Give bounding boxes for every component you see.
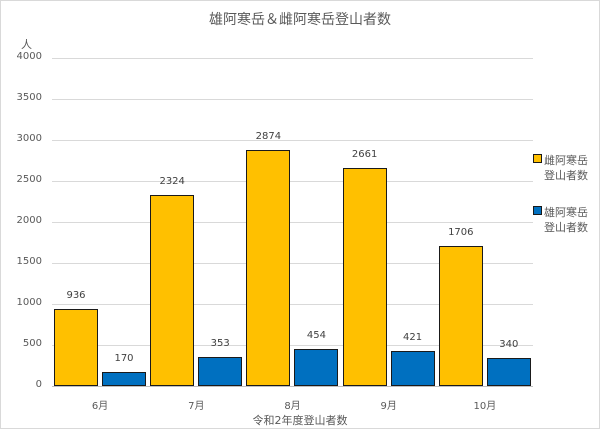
legend-swatch-icon bbox=[533, 154, 542, 163]
x-axis-title: 令和2年度登山者数 bbox=[252, 414, 348, 427]
legend-swatch-icon bbox=[533, 206, 542, 215]
data-label: 353 bbox=[210, 338, 230, 350]
bar bbox=[54, 309, 98, 386]
bar bbox=[486, 358, 531, 386]
data-label: 421 bbox=[403, 332, 423, 344]
gridline bbox=[52, 222, 533, 223]
x-axis-line bbox=[52, 386, 533, 387]
data-label: 2324 bbox=[159, 176, 185, 188]
y-tick-label: 3000 bbox=[16, 133, 42, 144]
x-tick-label: 6月 bbox=[91, 401, 109, 412]
plot-area: 936 170 2324 353 2874 454 2661 421 1706 340 bbox=[52, 58, 533, 387]
bar bbox=[246, 150, 291, 386]
x-tick-label: 7月 bbox=[188, 401, 205, 412]
x-tick-label: 8月 bbox=[284, 401, 301, 412]
chart-title: 雄阿寒岳＆雌阿寒岳登山者数 bbox=[209, 12, 391, 28]
data-label: 1706 bbox=[448, 227, 474, 239]
y-axis-unit: 人 bbox=[21, 38, 32, 51]
gridline bbox=[52, 263, 533, 264]
x-tick-label: 10月 bbox=[473, 401, 497, 412]
y-tick-label: 3500 bbox=[16, 92, 42, 103]
bar bbox=[150, 195, 195, 386]
gridline bbox=[52, 304, 533, 305]
bar bbox=[390, 351, 435, 386]
gridline bbox=[52, 181, 533, 182]
bar bbox=[342, 167, 387, 386]
data-label: 454 bbox=[306, 329, 326, 341]
bar bbox=[198, 357, 243, 386]
legend-item-oakan: 雄阿寒岳 登山者数 bbox=[533, 205, 588, 235]
data-label: 170 bbox=[114, 353, 134, 365]
bar bbox=[438, 246, 483, 386]
y-tick-label: 2000 bbox=[16, 215, 42, 226]
data-label: 2661 bbox=[351, 148, 378, 160]
data-label: 2874 bbox=[255, 131, 282, 143]
gridline bbox=[52, 345, 533, 346]
y-tick-label: 1500 bbox=[16, 256, 42, 267]
data-label: 936 bbox=[66, 290, 86, 302]
data-label: 340 bbox=[499, 339, 519, 351]
bar bbox=[102, 372, 146, 386]
y-tick-label: 0 bbox=[35, 379, 42, 390]
bar bbox=[294, 348, 339, 386]
y-tick-label: 1000 bbox=[16, 297, 42, 308]
y-tick-label: 2500 bbox=[16, 174, 42, 185]
gridline bbox=[52, 140, 533, 141]
legend-item-meakan: 雌阿寒岳 登山者数 bbox=[533, 153, 588, 183]
y-tick-label: 500 bbox=[22, 338, 42, 349]
gridline bbox=[52, 99, 533, 100]
gridline bbox=[52, 58, 533, 59]
y-tick-label: 4000 bbox=[16, 51, 42, 62]
x-tick-label: 9月 bbox=[380, 401, 397, 412]
